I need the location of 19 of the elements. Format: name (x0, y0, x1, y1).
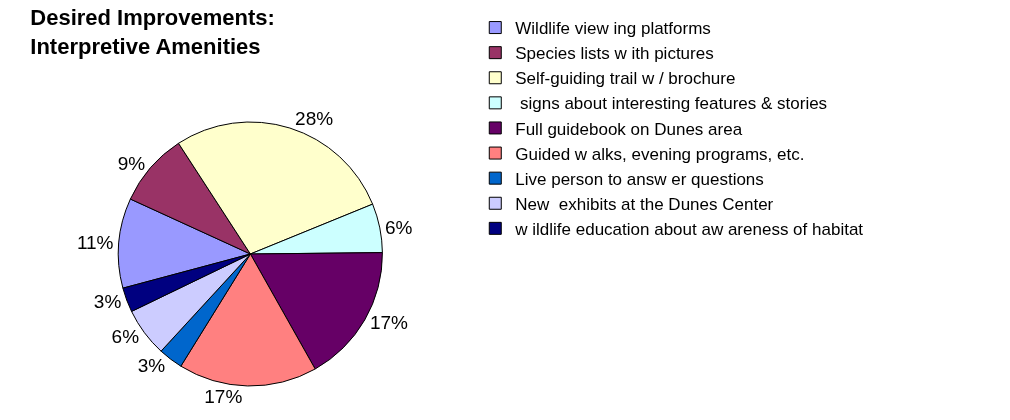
data-label: 17% (369, 312, 409, 334)
legend-label: Full guidebook on Dunes area (515, 119, 743, 139)
data-label: 6% (385, 217, 413, 238)
data-label: 3% (137, 355, 166, 377)
legend-label: Live person to answ er questions (515, 169, 764, 189)
data-label: 17% (204, 385, 243, 407)
legend-label: w ildlife education about aw areness of habitat (514, 219, 864, 239)
legend-label: Species lists w ith pictures (515, 44, 714, 64)
data-label: 3% (93, 290, 122, 312)
legend-label: New exhibits at the Dunes Center (515, 194, 774, 214)
data-label: 6% (111, 325, 140, 347)
data-label: 11% (76, 232, 114, 254)
legend-label: signs about interesting features & stories (515, 94, 828, 114)
chart-title: Desired Improvements: Interpretive Amenities (30, 5, 275, 59)
legend-label: Guided w alks, evening programs, etc. (515, 144, 805, 164)
legend-label: Wildlife view ing platforms (515, 19, 711, 39)
data-label: 28% (295, 107, 334, 129)
legend-label: Self-guiding trail w / brochure (515, 69, 736, 89)
data-label: 9% (117, 152, 146, 174)
